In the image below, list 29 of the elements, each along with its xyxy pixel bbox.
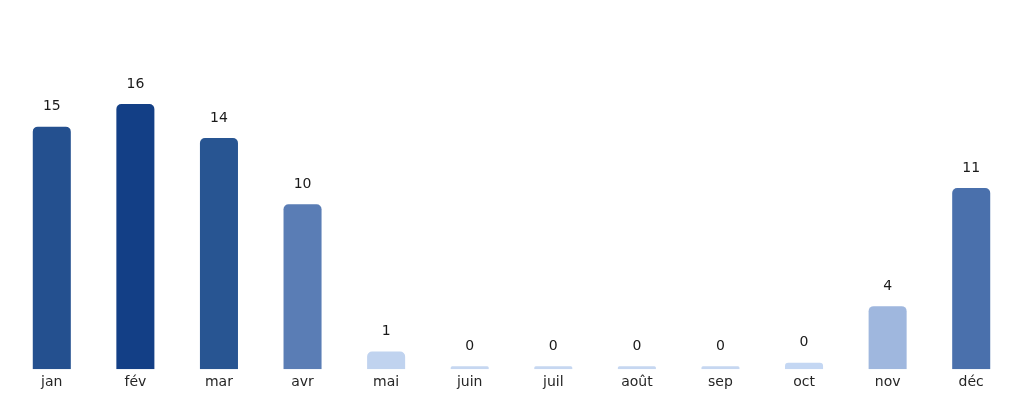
bar [199,137,238,370]
data-label: 4 [883,276,893,293]
x-tick-label: fév [124,373,147,390]
x-tick-label: sep [708,373,733,390]
x-tick-label: avr [291,373,315,390]
data-label: 0 [716,336,725,353]
data-label: 10 [293,174,312,191]
x-tick-label: mar [204,373,234,390]
data-label: 0 [632,336,642,353]
data-label: 16 [126,74,145,91]
bar [283,204,322,370]
x-tick-label: juil [542,373,564,390]
data-label: 0 [465,336,475,353]
x-tick-label: jan [40,373,63,390]
x-tick-label: juin [455,373,483,390]
data-label: 1 [381,322,391,339]
bar [32,126,71,370]
x-tick-label: oct [793,373,816,390]
data-label: 11 [962,158,981,175]
data-label: 0 [548,336,558,353]
x-tick-label: nov [874,373,901,390]
data-label: 0 [799,333,809,350]
data-label: 14 [210,108,228,125]
bar [116,104,155,370]
x-tick-label: déc [958,373,984,390]
data-label: 15 [42,97,61,114]
x-tick-label: août [621,373,654,390]
bar [952,188,991,370]
x-tick-label: mai [373,373,400,390]
